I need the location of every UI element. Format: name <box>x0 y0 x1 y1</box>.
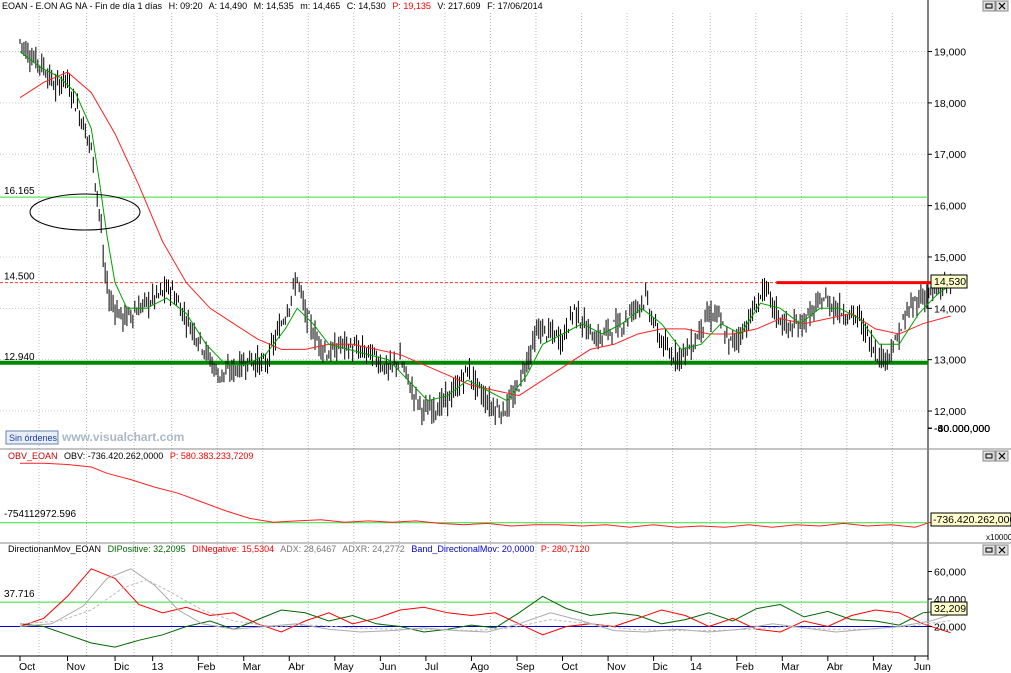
time-label: 13 <box>152 661 164 673</box>
time-axis: Oct Nov Dic 13 Feb Mar Abr May Jun Jul Ago Sep Oct No… <box>19 656 931 673</box>
obv-level-label: -754112972.596 <box>4 509 77 520</box>
header-date: F: 17/06/2014 <box>487 1 543 11</box>
obv-last-label: -736.420.262,000 <box>933 514 1011 526</box>
time-label: Mar <box>243 661 262 673</box>
price-tick-label: 14,000 <box>934 303 966 315</box>
sin-ordenes-button[interactable]: Sin órdenes <box>5 430 59 445</box>
time-label: Jul <box>425 661 438 673</box>
price-levels: 16.165 14.500 12.940 <box>0 186 928 365</box>
price-tick-label: 19,000 <box>934 47 966 59</box>
dmi-title: DirectionanMov_EOAN <box>8 544 101 554</box>
time-label: 14 <box>690 661 702 673</box>
dmi-tick-label: 20,000 <box>934 622 966 634</box>
header-open: A: 14,490 <box>209 1 248 11</box>
header-p: P: 19,135 <box>392 1 431 11</box>
dmi-dipos: DIPositive: 32,2095 <box>108 544 186 554</box>
restore-button[interactable] <box>982 0 996 12</box>
time-label: Ago <box>470 661 489 673</box>
time-label: Jun <box>379 661 396 673</box>
level-label-0: 16.165 <box>4 186 35 197</box>
obv-value: OBV: -736.420.262,0000 <box>64 451 163 461</box>
last-price-box: 14,530 <box>930 274 968 289</box>
time-label: Dic <box>114 661 129 673</box>
fast-moving-average <box>19 51 951 402</box>
time-label: Abr <box>827 661 844 673</box>
time-label: Abr <box>288 661 305 673</box>
header-time: H: 09:20 <box>169 1 203 11</box>
price-header: EOAN - E.ON AG NA - Fin de día 1 días H:… <box>2 1 543 11</box>
price-header-bg <box>0 0 520 12</box>
sin-ordenes-label: Sin órdenes <box>9 433 58 443</box>
dmi-band: Band_DirectionalMov: 20,0000 <box>411 544 534 554</box>
obv-axis-ticks: -40.000,000-60.000,000-80.000,000 <box>928 423 990 435</box>
time-label: May <box>872 661 893 673</box>
time-label: Oct <box>19 661 35 673</box>
dmi-header: DirectionanMov_EOAN DIPositive: 32,2095 … <box>8 544 589 554</box>
level-label-1: 14.500 <box>4 272 35 283</box>
time-label: Oct <box>562 661 578 673</box>
time-label: Jun <box>914 661 931 673</box>
obv-close-button[interactable] <box>995 450 1009 462</box>
time-label: Dic <box>653 661 668 673</box>
dmi-lines <box>19 568 951 648</box>
dmi-adx: ADX: 28,6467 <box>280 544 336 554</box>
time-label: Sep <box>516 661 535 673</box>
gap-highlight-ellipse <box>29 193 141 231</box>
header-low: m: 14,465 <box>300 1 340 11</box>
last-price-label: 14,530 <box>934 276 966 288</box>
obv-tick-label: -40.000,000 <box>934 423 990 435</box>
obv-tick-label: -60.000,000 <box>934 423 990 435</box>
dmi-tick-label: 60,000 <box>934 567 966 579</box>
header-high: M: 14,535 <box>254 1 294 11</box>
obv-tick-label: -80.000,000 <box>934 423 990 435</box>
dmi-p: P: 280,7120 <box>541 544 590 554</box>
dmi-series-adxr <box>19 579 951 632</box>
dmi-restore-button[interactable] <box>982 544 996 556</box>
time-label: Feb <box>736 661 754 673</box>
time-label: May <box>334 661 355 673</box>
obv-p: P: 580.383.233,7209 <box>170 451 254 461</box>
time-label: Feb <box>197 661 215 673</box>
dmi-series-dipositive <box>19 595 951 648</box>
obv-restore-button[interactable] <box>982 450 996 462</box>
price-candles <box>19 38 952 426</box>
dmi-last-box: 32,209 <box>930 601 968 616</box>
price-tick-label: 17,000 <box>934 149 966 161</box>
dmi-last-label: 32,209 <box>934 603 966 615</box>
header-close: C: 14,530 <box>347 1 386 11</box>
close-button[interactable] <box>995 0 1009 12</box>
price-axis-ticks: 12,000 13,000 14,000 15,000 16,000 17,000 18,0… <box>928 47 966 418</box>
price-tick-label: 16,000 <box>934 201 966 213</box>
obv-line <box>20 462 951 528</box>
price-tick-label: 15,000 <box>934 252 966 264</box>
price-tick-label: 13,000 <box>934 355 966 367</box>
watermark: www.visualchart.com <box>61 430 184 444</box>
dmi-adxr: ADXR: 24,2772 <box>342 544 405 554</box>
window-controls <box>982 0 1009 556</box>
price-tick-label: 12,000 <box>934 406 966 418</box>
time-label: Nov <box>67 661 86 673</box>
obv-header: OBV_EOAN OBV: -736.420.262,0000 P: 580.3… <box>8 451 253 461</box>
time-label: Mar <box>781 661 800 673</box>
dmi-dineg: DINegative: 15,5304 <box>192 544 274 554</box>
time-label: Nov <box>607 661 626 673</box>
header-symbol: EOAN - E.ON AG NA - Fin de día 1 días <box>2 1 163 11</box>
obv-multiplier: x10000 <box>986 533 1011 542</box>
dmi-close-button[interactable] <box>995 544 1009 556</box>
level-label-2: 12.940 <box>4 352 35 363</box>
price-tick-label: 18,000 <box>934 98 966 110</box>
obv-last-box: -736.420.262,000 <box>930 512 1011 527</box>
dmi-level-label: 37.716 <box>4 589 35 600</box>
obv-title: OBV_EOAN <box>8 451 58 461</box>
header-volume: V: 217.609 <box>437 1 480 11</box>
